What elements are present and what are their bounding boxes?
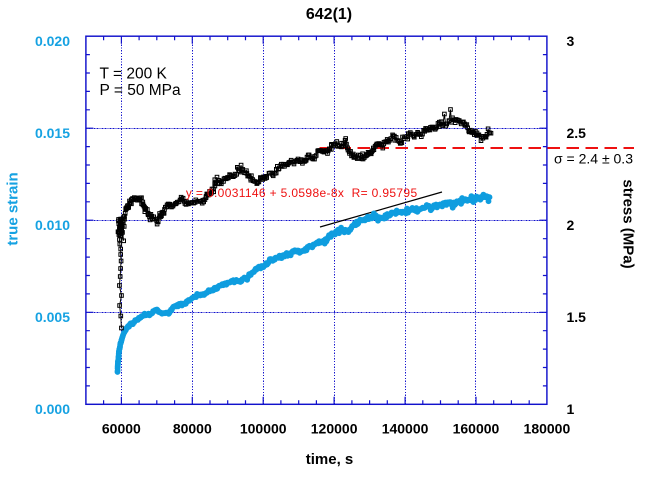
svg-text:3: 3 <box>567 33 575 49</box>
svg-text:true strain: true strain <box>5 172 22 245</box>
svg-text:0.010: 0.010 <box>35 217 70 233</box>
svg-text:60000: 60000 <box>102 421 141 437</box>
svg-text:1: 1 <box>567 401 575 417</box>
svg-text:120000: 120000 <box>311 421 358 437</box>
svg-text:1.5: 1.5 <box>567 309 587 325</box>
svg-text:T = 200 K: T = 200 K <box>100 65 168 82</box>
svg-text:P = 50 MPa: P = 50 MPa <box>100 82 182 99</box>
svg-text:time, s: time, s <box>306 451 354 468</box>
svg-text:2.5: 2.5 <box>567 125 587 141</box>
svg-text:140000: 140000 <box>382 421 429 437</box>
svg-text:160000: 160000 <box>453 421 500 437</box>
svg-text:642(1): 642(1) <box>306 6 352 23</box>
svg-text:0.020: 0.020 <box>35 33 70 49</box>
svg-text:100000: 100000 <box>240 421 287 437</box>
svg-text:180000: 180000 <box>524 421 571 437</box>
svg-text:0.005: 0.005 <box>35 309 70 325</box>
svg-text:stress (MPa): stress (MPa) <box>620 179 637 268</box>
svg-text:80000: 80000 <box>173 421 212 437</box>
svg-text:0.015: 0.015 <box>35 125 70 141</box>
svg-text:2: 2 <box>567 217 575 233</box>
svg-text:0.000: 0.000 <box>35 401 70 417</box>
svg-text:σ = 2.4 ± 0.3: σ = 2.4 ± 0.3 <box>554 150 633 166</box>
svg-text:y = 0.0031146 + 5.0598e-8x R=: y = 0.0031146 + 5.0598e-8x R= 0.95795 <box>186 186 418 200</box>
